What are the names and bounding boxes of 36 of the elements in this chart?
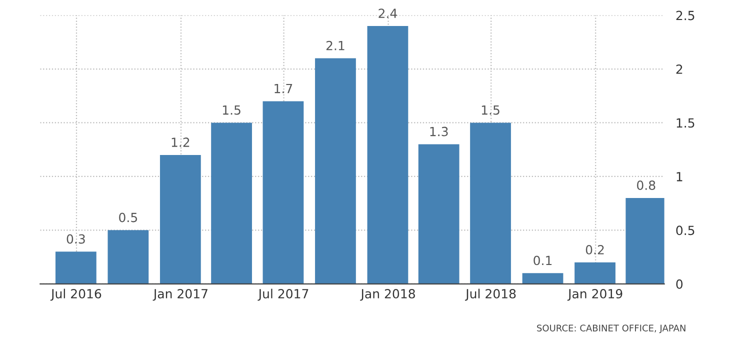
y-tick-label: 0 bbox=[676, 279, 683, 289]
data-label: 1.3 bbox=[430, 126, 448, 136]
bar bbox=[315, 58, 356, 284]
x-tick-label: Jul 2017 bbox=[258, 288, 308, 301]
x-tick-label: Jul 2018 bbox=[465, 288, 516, 301]
bar bbox=[367, 26, 408, 284]
data-label: 0.3 bbox=[66, 234, 85, 244]
data-label: 0.1 bbox=[534, 256, 552, 266]
bar bbox=[55, 252, 96, 284]
bar bbox=[160, 154, 201, 284]
data-label: 2.1 bbox=[326, 40, 344, 50]
bar bbox=[470, 122, 511, 284]
data-label: 1.7 bbox=[274, 84, 292, 94]
bar bbox=[108, 230, 149, 284]
data-label: 1.5 bbox=[222, 105, 240, 115]
bar bbox=[574, 262, 616, 284]
data-label: 2.4 bbox=[378, 8, 397, 18]
source-note: SOURCE: CABINET OFFICE, JAPAN bbox=[537, 324, 686, 334]
data-label: 0.5 bbox=[119, 212, 138, 222]
y-tick-label: 2.5 bbox=[676, 10, 694, 20]
data-label: 1.5 bbox=[482, 105, 500, 115]
bar bbox=[211, 122, 252, 284]
bar bbox=[522, 273, 564, 284]
y-tick-label: 0.5 bbox=[676, 226, 694, 236]
data-label: 0.2 bbox=[586, 244, 604, 254]
y-tick-label: 2 bbox=[676, 64, 682, 74]
data-label: 0.8 bbox=[637, 180, 656, 190]
bar bbox=[262, 101, 304, 284]
x-tick-label: Jan 2017 bbox=[152, 288, 208, 301]
y-tick-label: 1 bbox=[676, 172, 682, 182]
x-tick-label: Jan 2019 bbox=[567, 288, 622, 301]
y-tick-label: 1.5 bbox=[676, 118, 694, 128]
data-label: 1.2 bbox=[172, 138, 190, 147]
x-tick-label: Jan 2018 bbox=[360, 288, 415, 301]
bar bbox=[418, 144, 460, 284]
x-tick-label: Jul 2016 bbox=[50, 288, 102, 301]
